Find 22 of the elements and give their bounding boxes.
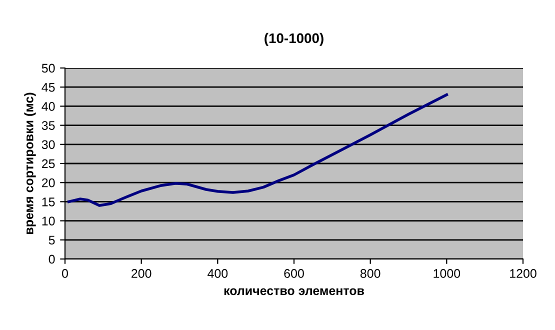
x-tick-label: 1200 [510, 269, 536, 278]
y-tick-label: 50 [42, 64, 55, 73]
x-tick-label: 1000 [434, 269, 460, 278]
y-tick-label: 35 [42, 121, 55, 130]
x-tick-label: 600 [284, 269, 304, 278]
chart-title: (10-1000) [264, 32, 324, 46]
y-tick-label: 25 [42, 159, 55, 168]
x-tick-label: 400 [208, 269, 228, 278]
x-tick-label: 800 [360, 269, 380, 278]
x-tick-label: 200 [132, 269, 152, 278]
x-axis-title: количество элементов [224, 288, 364, 296]
y-tick-label: 15 [42, 198, 55, 206]
y-tick-label: 45 [42, 83, 55, 92]
y-tick-label: 0 [48, 254, 55, 264]
y-tick-label: 20 [42, 178, 55, 188]
x-tick-label: 0 [62, 269, 68, 278]
y-axis-title: время сортировки (мс) [24, 92, 36, 234]
y-tick-label: 5 [48, 236, 55, 245]
line-series [67, 93, 448, 207]
y-tick-label: 40 [42, 102, 55, 111]
y-tick-label: 30 [42, 140, 55, 150]
y-tick-label: 10 [42, 216, 55, 226]
